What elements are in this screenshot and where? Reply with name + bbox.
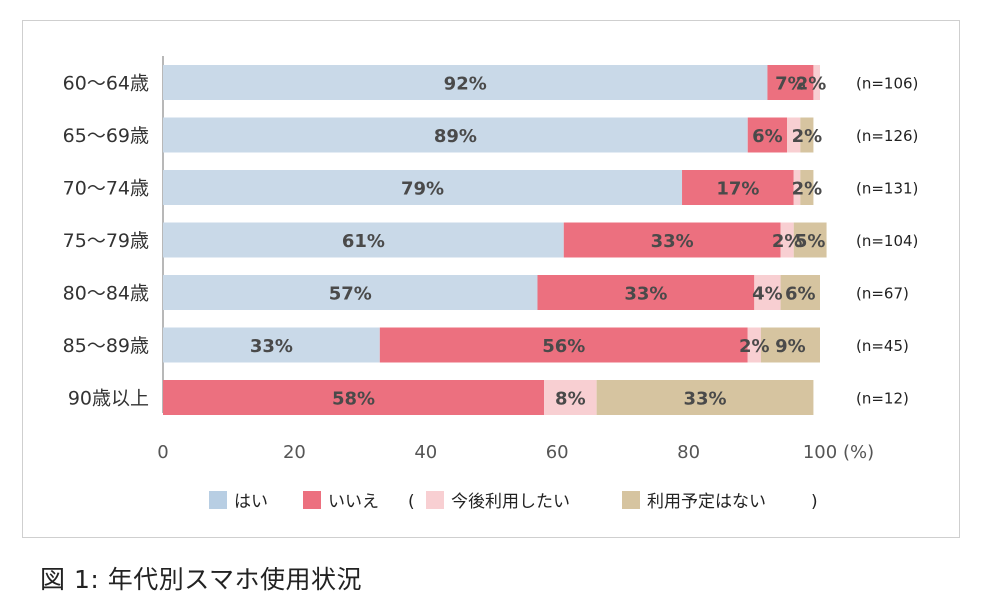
data-label: 2% bbox=[772, 231, 803, 252]
x-tick-label: 0 bbox=[157, 442, 168, 463]
bar-segment bbox=[163, 275, 538, 310]
data-label: 2% bbox=[796, 74, 827, 95]
bar-segment bbox=[537, 275, 755, 310]
sample-size-label: (n=106) bbox=[856, 75, 918, 93]
legend-label: いいえ bbox=[328, 492, 379, 512]
bar-segment bbox=[760, 327, 820, 363]
data-label: 56% bbox=[542, 336, 585, 357]
data-label: 2% bbox=[792, 126, 823, 147]
x-tick-label: 80 bbox=[677, 442, 700, 463]
data-label: 61% bbox=[342, 231, 385, 252]
bar-segment bbox=[780, 222, 794, 258]
bar-segment bbox=[163, 327, 380, 363]
category-label: 90歳以上 bbox=[68, 388, 149, 410]
legend-open-paren: ( bbox=[408, 492, 415, 512]
bar-segment bbox=[596, 380, 814, 415]
legend-label: 今後利用したい bbox=[451, 492, 570, 512]
bar-segment bbox=[800, 117, 814, 153]
bar-segment bbox=[163, 380, 545, 415]
data-label: 5% bbox=[795, 231, 826, 252]
category-label: 65～69歳 bbox=[63, 125, 149, 147]
bar-segment bbox=[163, 222, 564, 258]
data-label: 33% bbox=[624, 284, 667, 305]
data-label: 9% bbox=[775, 336, 806, 357]
x-tick-label: 60 bbox=[546, 442, 569, 463]
bar-segment bbox=[682, 170, 794, 205]
category-label: 85～89歳 bbox=[63, 335, 149, 357]
data-label: 33% bbox=[250, 336, 293, 357]
x-tick-label: 20 bbox=[283, 442, 306, 463]
bar-segment bbox=[767, 65, 814, 100]
category-label: 70～74歳 bbox=[63, 178, 149, 200]
bar-segment bbox=[780, 275, 820, 310]
data-label: 92% bbox=[444, 74, 487, 95]
sample-size-label: (n=126) bbox=[856, 127, 918, 145]
bar-segment bbox=[163, 170, 683, 205]
category-label: 80～84歳 bbox=[63, 283, 149, 305]
data-label: 33% bbox=[683, 389, 726, 410]
legend-swatch bbox=[426, 491, 444, 509]
bar-segment bbox=[563, 222, 781, 258]
bar-segment bbox=[747, 327, 761, 363]
bar-segment bbox=[754, 275, 781, 310]
x-tick-label: 100 bbox=[803, 442, 837, 463]
bar-segment bbox=[379, 327, 748, 363]
data-label: 79% bbox=[401, 179, 444, 200]
bar-segment bbox=[787, 117, 801, 153]
data-label: 2% bbox=[739, 336, 770, 357]
bar-segment bbox=[800, 170, 814, 205]
bar-segment bbox=[813, 65, 820, 100]
data-label: 57% bbox=[329, 284, 372, 305]
bar-segment bbox=[747, 117, 788, 153]
sample-size-label: (n=131) bbox=[856, 180, 918, 198]
x-unit-label: (%) bbox=[843, 442, 874, 463]
sample-size-label: (n=104) bbox=[856, 232, 918, 250]
sample-size-label: (n=12) bbox=[856, 390, 909, 408]
stacked-bar-chart: 60～64歳 (n=106)92% 7%2%65～69歳 (n=126)89% 6% 2%… bbox=[63, 56, 918, 512]
data-label: 8% bbox=[555, 389, 586, 410]
category-label: 60～64歳 bbox=[63, 73, 149, 95]
data-label: 89% bbox=[434, 126, 477, 147]
bar-segment bbox=[544, 380, 597, 415]
data-label: 7% bbox=[775, 74, 806, 95]
bar-segment bbox=[793, 222, 827, 258]
legend-close-paren: ) bbox=[811, 492, 818, 512]
chart-frame: 60～64歳 (n=106) 92% 7% 2% 65～69歳 (n=126) 89% 6% 2%… bbox=[22, 20, 960, 538]
data-label: 58% bbox=[332, 389, 375, 410]
legend-swatch bbox=[303, 491, 321, 509]
legend-label: はい bbox=[234, 492, 268, 512]
category-label: 75～79歳 bbox=[63, 230, 149, 252]
data-label: 6% bbox=[752, 126, 783, 147]
figure-caption: 図 1: 年代別スマホ使用状況 bbox=[40, 565, 362, 594]
data-label: 33% bbox=[651, 231, 694, 252]
sample-size-label: (n=67) bbox=[856, 285, 909, 303]
data-label: 17% bbox=[716, 179, 759, 200]
x-tick-label: 40 bbox=[414, 442, 437, 463]
sample-size-label: (n=45) bbox=[856, 337, 909, 355]
data-label: 4% bbox=[752, 284, 783, 305]
bar-segment bbox=[793, 170, 801, 205]
legend-label: 利用予定はない bbox=[647, 492, 766, 512]
data-label: 2% bbox=[792, 179, 823, 200]
legend-swatch bbox=[622, 491, 640, 509]
legend-swatch bbox=[209, 491, 227, 509]
bar-segment bbox=[163, 117, 748, 153]
data-label: 6% bbox=[785, 284, 816, 305]
bar-segment bbox=[163, 65, 768, 100]
